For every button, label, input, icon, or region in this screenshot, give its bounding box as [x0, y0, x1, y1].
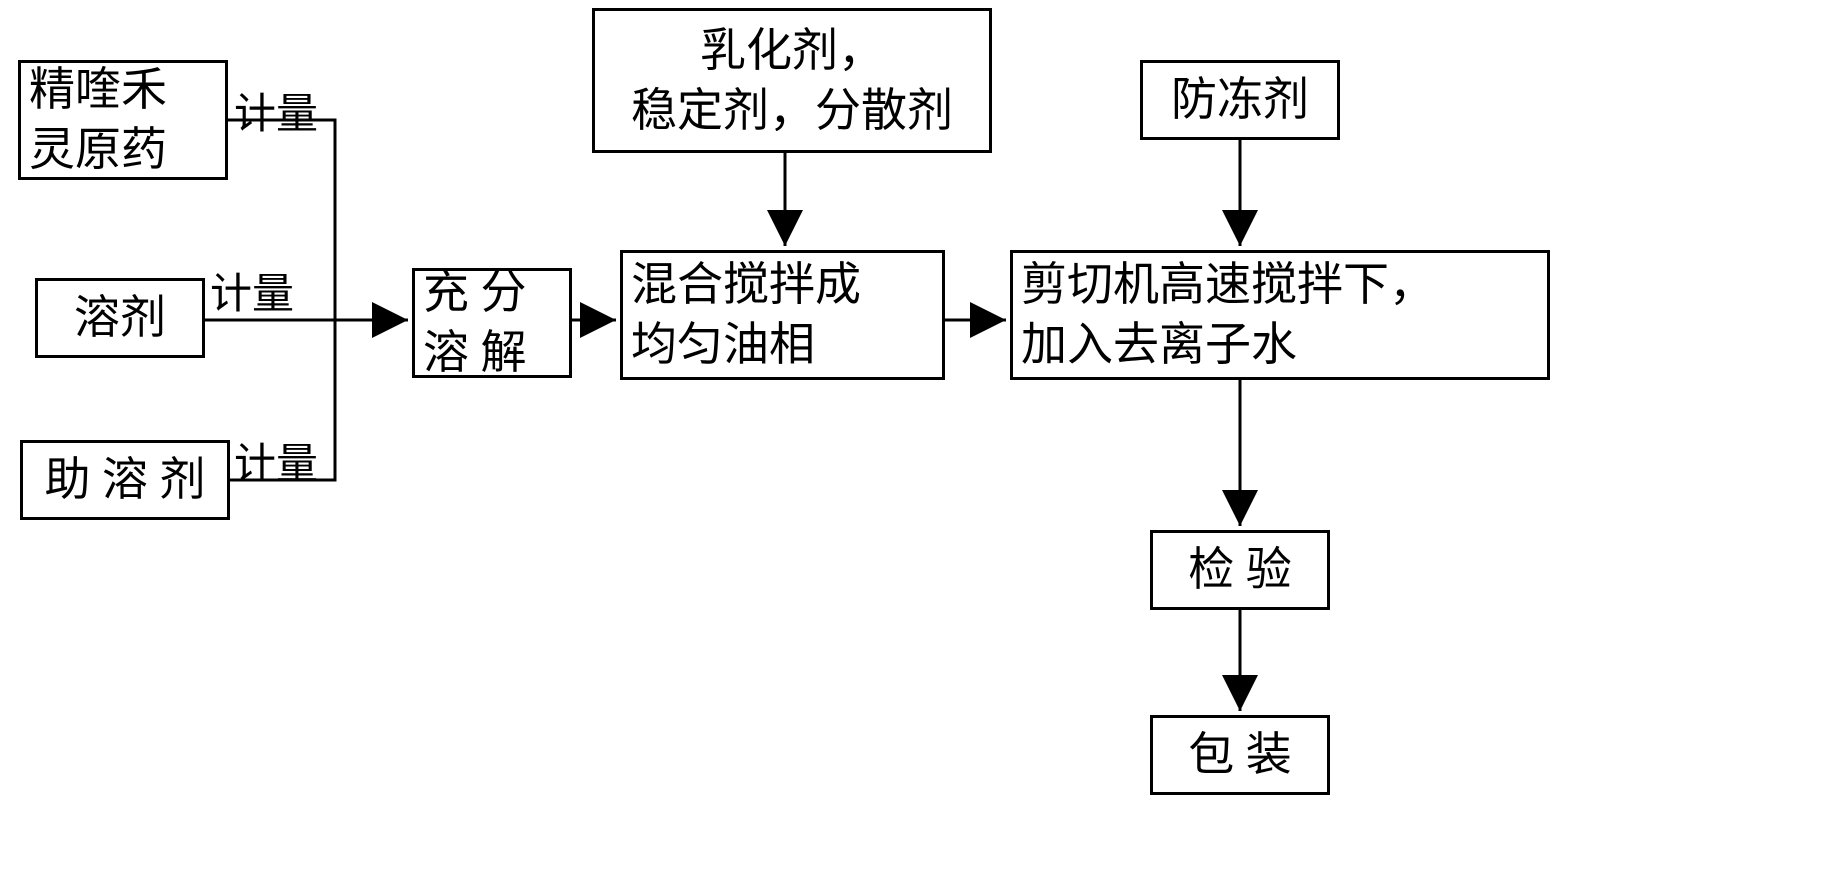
node-dissolve: 充 分溶 解: [412, 268, 572, 378]
node-inspect: 检 验: [1150, 530, 1330, 610]
node-package: 包 装: [1150, 715, 1330, 795]
edge-label-measure-2: 计量: [210, 260, 294, 321]
node-raw-material: 精喹禾灵原药: [18, 60, 228, 180]
node-solvent: 溶剂: [35, 278, 205, 358]
edge-label-measure-3: 计量: [234, 430, 318, 491]
node-emulsifier: 乳化剂，稳定剂，分散剂: [592, 8, 992, 153]
node-mix-oil-phase: 混合搅拌成均匀油相: [620, 250, 945, 380]
node-antifreeze: 防冻剂: [1140, 60, 1340, 140]
node-shear-mix: 剪切机高速搅拌下，加入去离子水: [1010, 250, 1550, 380]
edge-label-measure-1: 计量: [234, 80, 318, 141]
node-cosolvent: 助 溶 剂: [20, 440, 230, 520]
